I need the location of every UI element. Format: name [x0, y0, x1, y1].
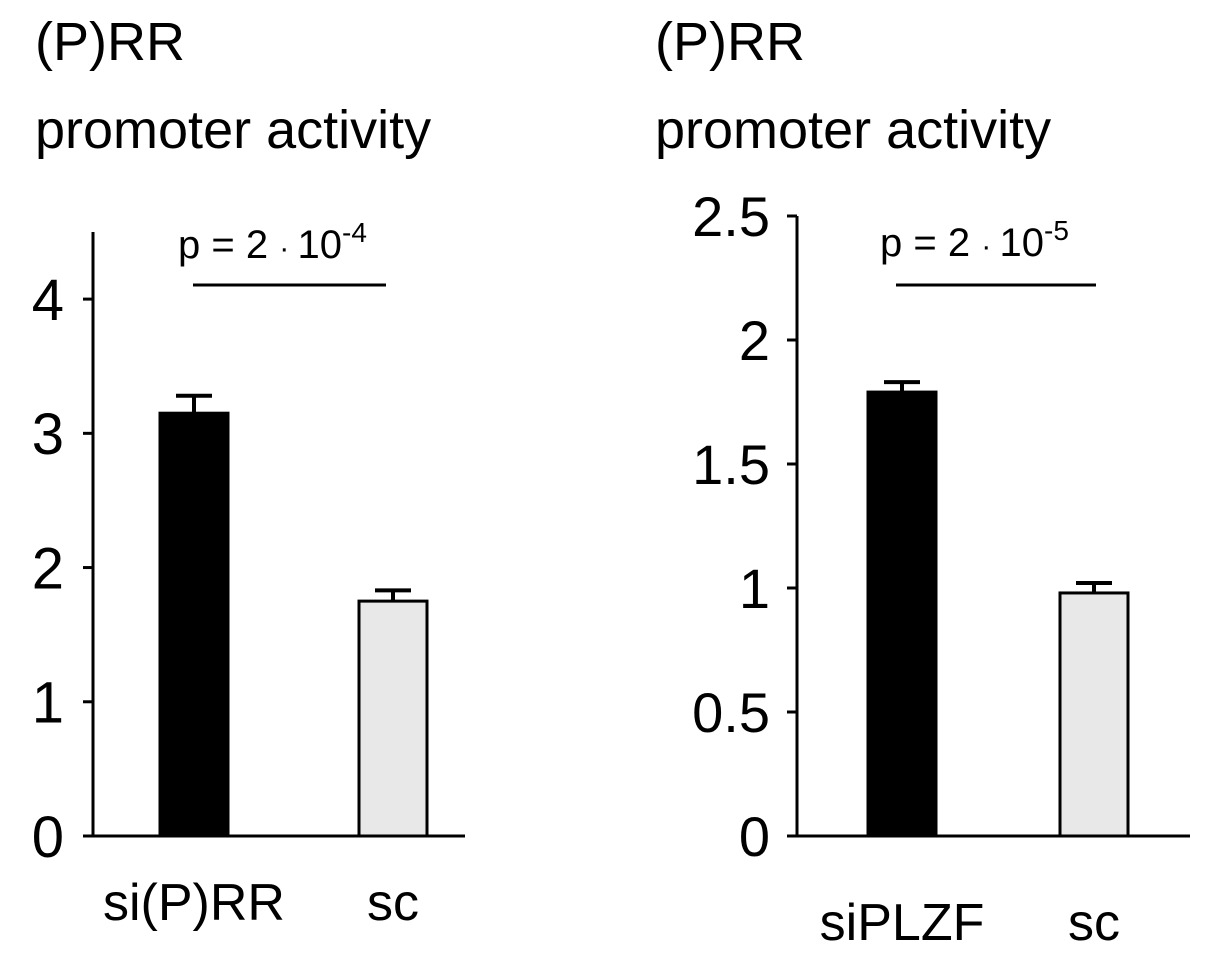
chart-title-line-2: promoter activity [35, 100, 431, 160]
y-tick-label: 4 [32, 268, 64, 333]
significance-text: p = 2 [880, 221, 981, 265]
y-tick-label: 1 [32, 671, 64, 736]
x-category-label: sc [1068, 894, 1120, 952]
bar-sc [1058, 591, 1130, 838]
significance-base: 10 [1000, 221, 1045, 265]
bar-siplzf [866, 390, 938, 838]
significance-label: p = 2 · 10-5 [880, 215, 1069, 265]
y-tick-label: 0 [739, 805, 770, 868]
significance-dot: · [279, 232, 297, 265]
significance-exponent: -5 [1044, 215, 1069, 246]
bar-sc [357, 599, 429, 838]
significance-dot: · [981, 230, 999, 263]
right-panel-chart: (P)RR promoter activity 0 0.5 1 1.5 2 2.5 siPLZF… [655, 12, 1190, 952]
x-category-label: siPLZF [820, 894, 985, 952]
chart-title-line-1: (P)RR [655, 12, 805, 72]
significance-label: p = 2 · 10-4 [178, 217, 367, 267]
significance-exponent: -4 [342, 217, 367, 248]
y-tick-label: 0.5 [692, 681, 770, 744]
chart-title-line-1: (P)RR [35, 12, 185, 72]
y-tick-label: 2 [739, 309, 770, 372]
significance-base: 10 [298, 223, 343, 267]
bar-si-p-rr [158, 411, 230, 838]
y-tick-label: 1 [739, 557, 770, 620]
y-tick-label: 2 [32, 536, 64, 601]
significance-text: p = 2 [178, 223, 279, 267]
y-tick-label: 3 [32, 402, 64, 467]
y-tick-label: 2.5 [692, 185, 770, 248]
y-tick-label: 1.5 [692, 433, 770, 496]
chart-title-line-2: promoter activity [655, 100, 1051, 160]
x-category-label: sc [367, 874, 419, 932]
y-tick-label: 0 [32, 805, 64, 870]
left-panel-chart: (P)RR promoter activity 0 1 2 3 4 si(P)RR sc p = … [32, 12, 465, 932]
x-category-label: si(P)RR [103, 874, 285, 932]
